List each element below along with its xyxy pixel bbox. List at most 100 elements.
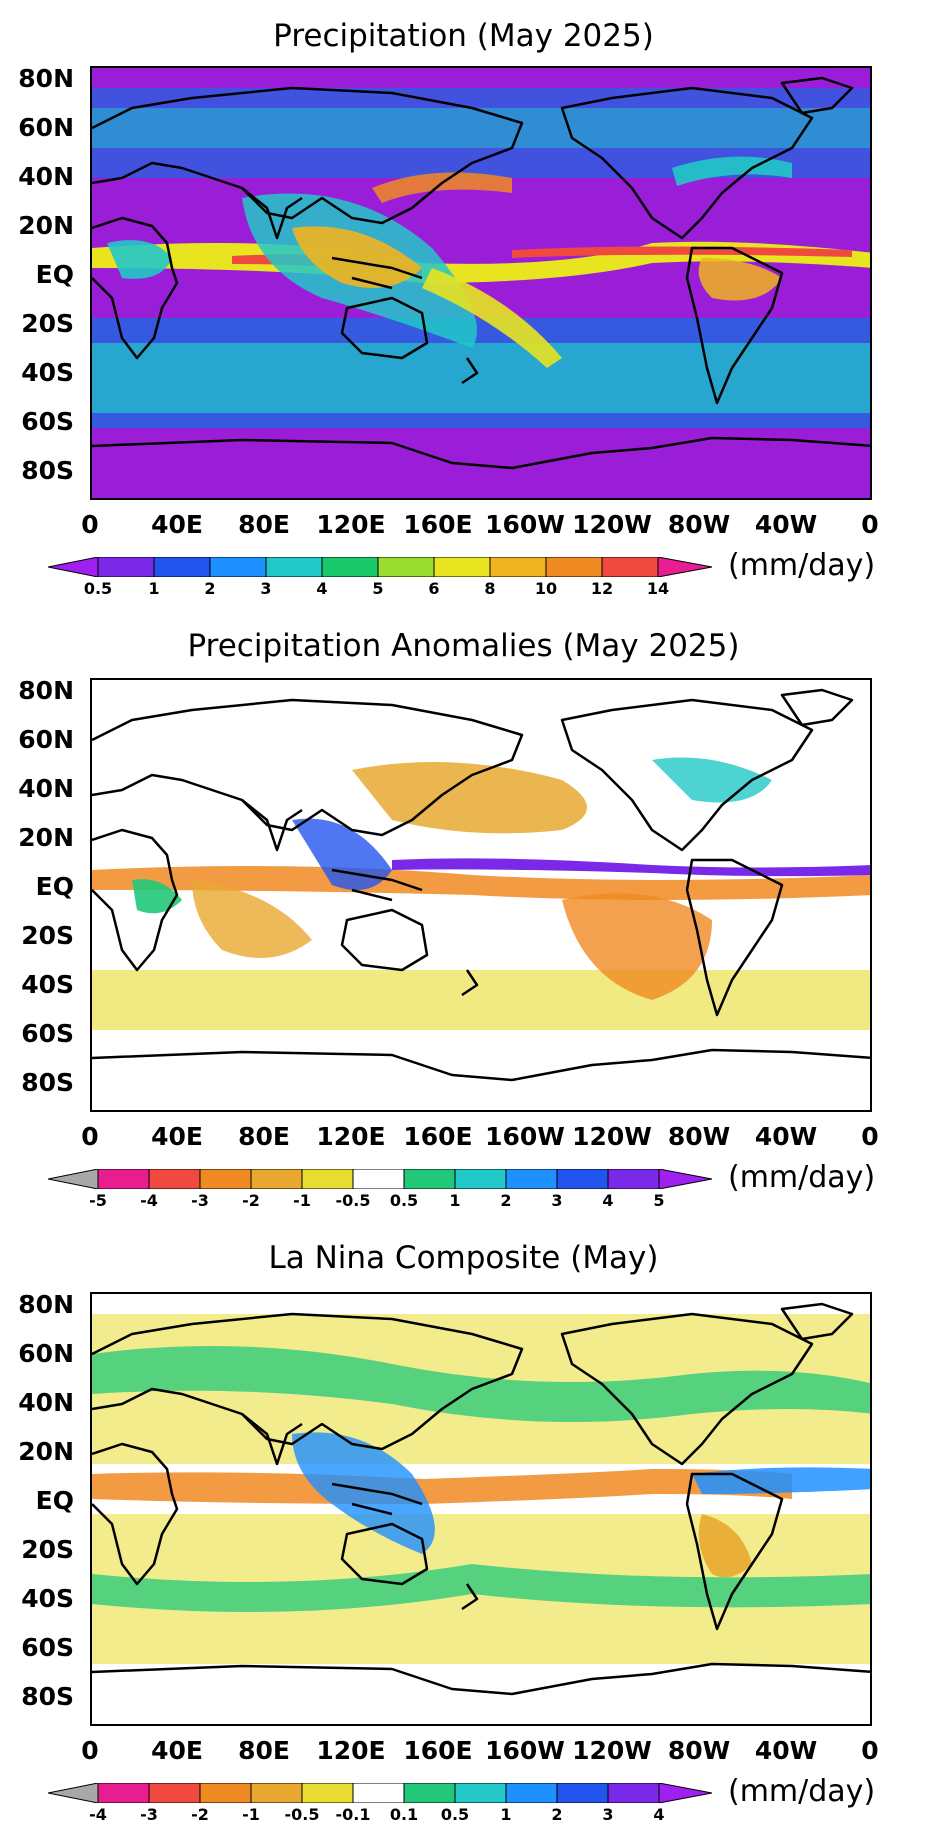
- colorbar-swatch: [250, 1783, 303, 1803]
- coastline-greenland: [780, 688, 854, 727]
- coastline-india: [241, 1413, 303, 1466]
- colorbar: [48, 557, 713, 577]
- lanina-wet-north: [92, 1346, 870, 1422]
- lon-label: 80E: [238, 1122, 290, 1151]
- lanina-map: [90, 1292, 872, 1726]
- lat-label: 80S: [21, 456, 74, 485]
- lat-label: 60N: [18, 725, 74, 754]
- coastline-south-america: [685, 246, 784, 405]
- lat-label: 20S: [21, 309, 74, 338]
- colorbar-label: 4: [316, 579, 328, 598]
- lon-label: 160E: [403, 1122, 473, 1151]
- lon-label: 80W: [667, 1122, 731, 1151]
- panel-title: Precipitation (May 2025): [273, 18, 654, 54]
- colorbar-label: -1: [293, 1191, 311, 1210]
- panel-title: La Nina Composite (May): [268, 1240, 659, 1276]
- anomaly-field: [92, 680, 870, 1110]
- colorbar-swatch: [301, 1783, 354, 1803]
- colorbar-swatch: [48, 557, 99, 577]
- units-label: (mm/day): [728, 1774, 876, 1809]
- coastline-south-america: [685, 858, 784, 1017]
- coastline-newzealand: [461, 969, 479, 997]
- colorbar-swatch: [545, 557, 603, 577]
- colorbar-swatch: [454, 1783, 507, 1803]
- colorbar-label: 8: [484, 579, 496, 598]
- coastline-eurasia: [92, 86, 524, 225]
- lon-label: 160W: [485, 1122, 565, 1151]
- colorbar-swatch: [97, 1783, 150, 1803]
- colorbar-label: 1: [449, 1191, 461, 1210]
- colorbar-swatch: [658, 1169, 713, 1189]
- lat-label: 40N: [18, 774, 74, 803]
- colorbar-swatch: [505, 1783, 558, 1803]
- colorbar-label: 5: [372, 579, 384, 598]
- coastline-australia: [340, 908, 429, 972]
- colorbar-swatch: [250, 1169, 303, 1189]
- precip-field: [92, 68, 870, 498]
- colorbar-label: 2: [500, 1191, 512, 1210]
- lon-label: 0: [861, 510, 879, 539]
- panel-precipitation: Precipitation (May 2025): [0, 0, 927, 610]
- colorbar-swatch: [403, 1169, 456, 1189]
- coastline-north-america: [560, 1312, 814, 1466]
- lat-label: 60S: [21, 1019, 74, 1048]
- precip-warm-pool-core: [292, 226, 422, 288]
- lon-label: 0: [81, 1736, 99, 1765]
- lat-label: 80N: [18, 1290, 74, 1319]
- colorbar-label: 0.1: [389, 1805, 419, 1824]
- colorbar-swatch: [97, 1169, 150, 1189]
- colorbar-label: -4: [140, 1191, 158, 1210]
- anomaly-dry-south-pacific: [562, 893, 712, 1000]
- lon-label: 40W: [754, 1122, 818, 1151]
- lon-label: 120W: [572, 1122, 652, 1151]
- precip-amazon: [698, 258, 782, 301]
- precip-africa: [107, 240, 172, 279]
- coastline-eurasia: [92, 1312, 524, 1451]
- colorbar-swatch: [607, 1783, 660, 1803]
- colorbar-swatch: [265, 557, 323, 577]
- colorbar-label: 4: [653, 1805, 665, 1824]
- lat-label: EQ: [35, 872, 74, 901]
- colorbar-label: -5: [89, 1191, 107, 1210]
- lon-label: 160W: [485, 1736, 565, 1765]
- colorbar-swatch: [377, 557, 435, 577]
- lon-label: 0: [81, 510, 99, 539]
- colorbar-swatch: [199, 1169, 252, 1189]
- anomaly-wet-maritime: [292, 818, 392, 890]
- lat-label: 80N: [18, 676, 74, 705]
- lat-label: 20N: [18, 211, 74, 240]
- lon-label: 40W: [754, 510, 818, 539]
- lat-label: EQ: [35, 1486, 74, 1515]
- lanina-wet-atlantic: [692, 1467, 870, 1494]
- colorbar: [48, 1783, 713, 1803]
- colorbar-label: 4: [602, 1191, 614, 1210]
- coastline-india: [241, 799, 303, 852]
- lanina-field: [92, 1294, 870, 1724]
- coastline-greenland: [780, 76, 854, 115]
- colorbar-swatch: [148, 1783, 201, 1803]
- precip-spcz: [422, 268, 562, 368]
- anomaly-map: [90, 678, 872, 1112]
- colorbar-label: 3: [551, 1191, 563, 1210]
- precip-kuroshio: [372, 172, 512, 203]
- coastlines: [92, 1302, 870, 1696]
- lon-label: 80W: [667, 510, 731, 539]
- colorbar-swatch: [48, 1169, 99, 1189]
- colorbar-swatch: [48, 1783, 99, 1803]
- lon-label: 40E: [151, 1122, 203, 1151]
- coastline-africa: [92, 216, 179, 360]
- coastline-eurasia: [92, 698, 524, 837]
- colorbar-swatch: [556, 1783, 609, 1803]
- panel-title: Precipitation Anomalies (May 2025): [187, 628, 740, 664]
- lon-label: 40E: [151, 1736, 203, 1765]
- lat-label: 60S: [21, 407, 74, 436]
- lon-label: 40W: [754, 1736, 818, 1765]
- colorbar-label: 14: [646, 579, 670, 598]
- precip-antarctic: [92, 440, 870, 498]
- coastline-newzealand: [461, 357, 479, 385]
- colorbar-label: 3: [260, 579, 272, 598]
- lanina-dry-equator: [92, 1469, 792, 1504]
- coastline-antarctica: [92, 1048, 870, 1082]
- anomaly-dry-equator: [92, 866, 870, 900]
- anomaly-south-band: [92, 970, 870, 1030]
